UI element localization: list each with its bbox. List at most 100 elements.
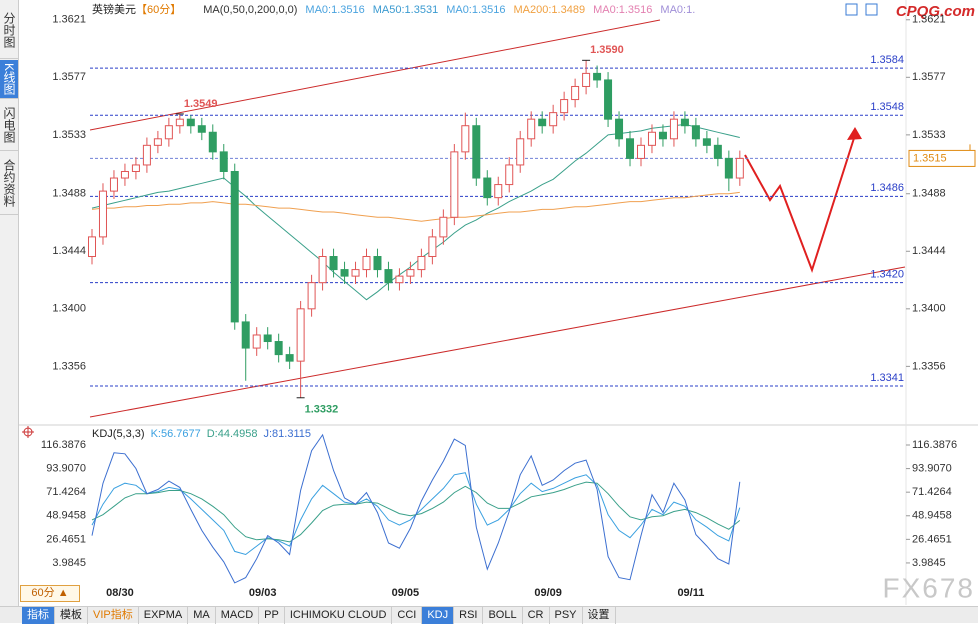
current-label: 1.3515	[913, 152, 947, 164]
y-tick-label: 3.9845	[52, 557, 86, 569]
candle-body	[549, 112, 558, 127]
kdj-readout: J:81.3115	[264, 428, 312, 440]
watermark: FX678	[883, 572, 976, 603]
candle-body	[516, 138, 525, 166]
candle-body	[582, 72, 591, 87]
candle-body	[219, 151, 228, 172]
toolbar-item[interactable]: 指标	[22, 606, 55, 624]
toolbar-item[interactable]: BOLL	[483, 606, 523, 624]
candle-body	[593, 72, 602, 81]
y-tick-label: 48.9458	[46, 510, 86, 522]
candle-body	[274, 341, 283, 356]
sidebar-tab[interactable]: 分时图	[0, 2, 18, 59]
channel-upper	[89, 19, 661, 131]
y-tick-label: 93.9070	[46, 462, 86, 474]
y-tick-label: 1.3533	[912, 129, 946, 141]
sidebar-tab[interactable]: 闪电图	[0, 100, 18, 151]
candle-body	[186, 118, 195, 127]
candle-body	[417, 256, 426, 271]
candle-body	[241, 321, 250, 349]
toolbar-item[interactable]: VIP指标	[88, 606, 139, 624]
candle-body	[329, 256, 338, 271]
candle-body	[131, 164, 140, 172]
icon[interactable]	[845, 3, 858, 16]
toolbar: 指标 模板 VIP指标 EXPMA MA MACD PP ICHIMOKU CLOUD CCI K…	[0, 606, 978, 624]
icon[interactable]	[865, 3, 878, 16]
candle-body	[713, 144, 722, 159]
candle-body	[615, 118, 624, 140]
candle-body	[98, 190, 107, 238]
kdj-title: KDJ(5,3,3)	[92, 428, 145, 440]
projection-arrow	[744, 134, 856, 274]
candle-body	[109, 177, 118, 192]
y-tick-label: 1.3577	[912, 71, 946, 83]
toolbar-item[interactable]: PSY	[550, 606, 583, 624]
period-button[interactable]: 60分 ▲	[20, 585, 80, 602]
candle-body	[735, 157, 744, 179]
candle-body	[230, 170, 239, 323]
candle-body	[647, 131, 656, 146]
ma-readout: MA0:1.3516	[593, 4, 652, 16]
sidebar: 分时图 K线图 闪电图 合约资料	[0, 0, 19, 623]
header: 英镑美元【60分】 MA(0,50,0,200,0,0) MA0:1.3516 MA5…	[92, 2, 695, 16]
candle-body	[450, 151, 459, 218]
y-tick-label: 3.9845	[912, 557, 946, 569]
ma-readout: MA0:1.3516	[305, 4, 364, 16]
candle-body	[560, 99, 569, 114]
candle-body	[164, 125, 173, 140]
sidebar-tab[interactable]: 合约资料	[0, 152, 18, 215]
x-tick-label: 09/03	[249, 587, 277, 599]
ma-readout: MA50:1.3531	[373, 4, 438, 16]
candle-body	[340, 269, 349, 277]
annotation-label: 1.3332	[305, 404, 339, 416]
candle-body	[472, 125, 481, 179]
toolbar-item[interactable]: PP	[259, 606, 285, 624]
x-tick-label: 08/30	[106, 587, 134, 599]
toolbar-item[interactable]: 模板	[55, 606, 88, 624]
candle-body	[658, 131, 667, 140]
period: 【60分】	[136, 3, 181, 16]
toolbar-item[interactable]: EXPMA	[139, 606, 189, 624]
sidebar-tab[interactable]: K线图	[0, 60, 18, 99]
ma-readout: MA0:1.	[660, 4, 695, 16]
toolbar-item[interactable]: RSI	[454, 606, 484, 624]
toolbar-item[interactable]: CCI	[392, 606, 423, 624]
candle-body	[153, 138, 162, 146]
candle-body	[197, 125, 206, 133]
y-tick-label: 1.3621	[912, 14, 946, 26]
level-label: 1.3486	[870, 182, 904, 194]
toolbar-item[interactable]: MACD	[216, 606, 260, 624]
kdj-icon[interactable]	[22, 426, 34, 438]
candle-body	[626, 138, 635, 159]
candle-body	[461, 125, 470, 153]
toolbar-item[interactable]: ICHIMOKU CLOUD	[285, 606, 393, 624]
candle-body	[362, 256, 371, 271]
y-tick-label: 1.3488	[52, 188, 86, 200]
candle-body	[669, 118, 678, 140]
y-tick-label: 1.3444	[912, 245, 946, 257]
candle-body	[571, 85, 580, 101]
x-tick-label: 09/09	[534, 587, 562, 599]
kdj-readout: K:56.7677	[151, 428, 201, 440]
candle-body	[680, 118, 689, 127]
level-label: 1.3420	[870, 269, 904, 281]
ma-line	[91, 191, 740, 222]
toolbar-item[interactable]: KDJ	[422, 606, 455, 624]
toolbar-item[interactable]: 设置	[583, 606, 616, 624]
y-tick-label: 1.3488	[912, 188, 946, 200]
y-tick-label: 116.3876	[912, 439, 957, 451]
annotation-label: 1.3549	[184, 98, 218, 110]
annotation-label: 1.3590	[590, 44, 624, 56]
candle-body	[208, 131, 217, 153]
kdj-header: KDJ(5,3,3) K:56.7677 D:44.4958 J:81.3115	[92, 428, 311, 440]
kdj-readout: D:44.4958	[207, 428, 258, 440]
toolbar-item[interactable]: MA	[188, 606, 216, 624]
candle-body	[527, 118, 536, 140]
candle-body	[88, 236, 96, 258]
candle-body	[384, 269, 393, 284]
y-tick-label: 71.4264	[46, 486, 86, 498]
candle-body	[505, 164, 514, 186]
y-tick-label: 1.3621	[52, 14, 86, 26]
toolbar-item[interactable]: CR	[523, 606, 550, 624]
